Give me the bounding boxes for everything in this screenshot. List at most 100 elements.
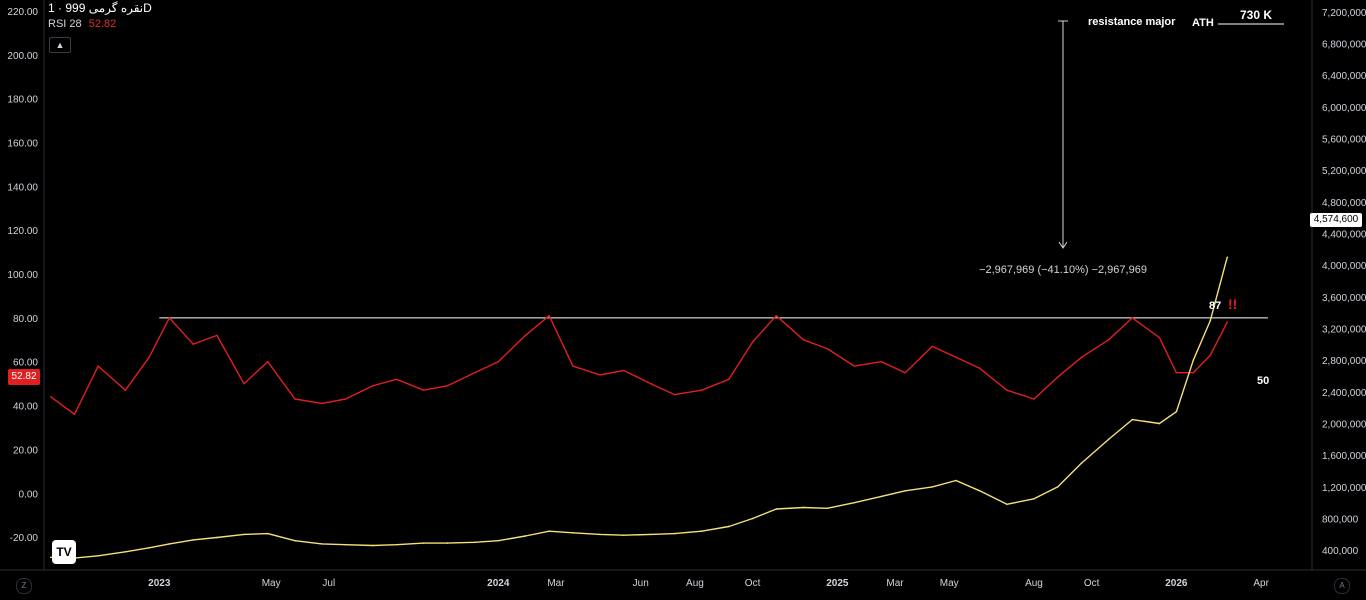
price-point — [775, 508, 778, 510]
right-tick-label: 4,400,000 — [1322, 230, 1366, 241]
price-point — [1175, 410, 1178, 413]
rsi-legend: RSI 28 52.82 — [48, 18, 116, 30]
rsi-point — [1158, 336, 1161, 339]
price-point — [1107, 438, 1110, 441]
price-point — [650, 533, 652, 536]
time-tick-label: 2024 — [487, 578, 510, 589]
price-point — [216, 536, 218, 539]
right-tick-label: 3,200,000 — [1322, 325, 1366, 336]
rsi-point — [124, 389, 127, 392]
rsi-point — [422, 389, 425, 392]
left-tick-label: 200.00 — [7, 51, 38, 62]
price-value-badge: 4,574,600 — [1310, 212, 1362, 227]
time-tick-label: Aug — [1025, 578, 1043, 589]
rsi-point — [599, 374, 601, 376]
left-tick-label: 20.00 — [13, 445, 38, 456]
annotations: −2,967,969 (−41.10%) −2,967,969 resistanc… — [979, 8, 1284, 387]
time-tick-label: Mar — [547, 578, 565, 589]
rsi-point — [473, 371, 476, 374]
left-tick-label: 100.00 — [7, 270, 38, 281]
rsi-point — [1192, 371, 1195, 374]
rsi-value-badge: 52.82 — [8, 369, 40, 386]
symbol-title: نقره گرمی 999 · 1D — [48, 1, 152, 15]
rsi-point — [294, 398, 296, 400]
rsi-point — [321, 402, 323, 405]
price-point — [1226, 256, 1229, 259]
price-point — [1006, 503, 1008, 506]
rsi-point — [1056, 376, 1059, 378]
rsi-point — [826, 347, 828, 350]
right-tick-label: 7,200,000 — [1322, 8, 1366, 19]
rsi-point — [880, 360, 883, 363]
rsi-point — [751, 341, 754, 343]
rsi-point — [192, 343, 194, 345]
right-tick-label: 6,800,000 — [1322, 40, 1366, 51]
right-tick-label: 400,000 — [1322, 546, 1359, 557]
ath-value-label: 730 K — [1240, 8, 1272, 22]
price-point — [826, 507, 828, 510]
collapse-legend-button[interactable]: ▲ — [49, 37, 71, 53]
left-tick-label: 60.00 — [13, 358, 38, 369]
price-point — [978, 490, 981, 492]
left-tick-label: 40.00 — [13, 402, 38, 413]
right-tick-label: 2,400,000 — [1322, 388, 1366, 399]
price-point — [97, 554, 100, 557]
price-point — [1209, 319, 1212, 322]
rsi-point — [524, 334, 527, 337]
rsi-series-line — [50, 315, 1228, 415]
rsi-label: RSI 28 — [48, 18, 82, 30]
price-point — [673, 532, 676, 535]
rsi-point — [1080, 356, 1083, 359]
time-tick-label: Aug — [686, 578, 704, 589]
right-tick-label: 3,600,000 — [1322, 293, 1366, 304]
time-tick-label: Apr — [1253, 578, 1269, 589]
rsi-point — [97, 365, 100, 367]
price-point — [372, 544, 374, 547]
left-axis: 220.00 200.00 180.00 160.00 140.00 120.00 100.… — [7, 0, 45, 570]
price-point — [880, 495, 883, 498]
left-tick-label: 140.00 — [7, 182, 38, 193]
rsi-point — [802, 339, 805, 341]
time-tick-label: 2023 — [148, 578, 171, 589]
price-point — [1131, 418, 1134, 421]
rsi-point — [853, 365, 856, 367]
price-point — [1158, 422, 1161, 425]
plot-area — [49, 256, 1268, 559]
right-tick-label: 5,600,000 — [1322, 135, 1366, 146]
price-point — [266, 532, 269, 535]
rsi-point — [572, 365, 574, 367]
auto-scale-button[interactable]: A — [1334, 578, 1350, 594]
right-tick-label: 2,000,000 — [1322, 420, 1366, 431]
price-point — [802, 506, 805, 509]
time-tick-label: Oct — [1084, 578, 1100, 589]
price-point — [853, 501, 856, 504]
rsi-point — [344, 398, 347, 400]
time-tick-label: 2025 — [826, 578, 849, 589]
rsi-legend-value: 52.82 — [88, 18, 117, 30]
price-point — [321, 543, 323, 545]
zoom-button[interactable]: Z — [16, 578, 32, 594]
right-tick-label: 2,800,000 — [1322, 356, 1366, 367]
rsi-point — [978, 367, 981, 370]
price-point — [728, 525, 730, 528]
price-point — [243, 533, 245, 536]
time-tick-label: Oct — [745, 578, 761, 589]
price-point — [1080, 462, 1083, 464]
price-series-line — [50, 257, 1228, 559]
price-point — [1192, 359, 1195, 362]
rsi-point — [548, 314, 550, 317]
rsi-peak-mark: !! — [1228, 296, 1237, 312]
price-point — [497, 539, 500, 542]
resistance-label: resistance major — [1088, 16, 1176, 28]
right-tick-label: 4,800,000 — [1322, 198, 1366, 209]
time-tick-label: May — [262, 578, 281, 589]
rsi-peak-label: 87 — [1209, 300, 1221, 312]
rsi-point — [49, 396, 52, 398]
rsi-point — [622, 369, 625, 372]
price-point — [700, 530, 703, 533]
rsi-point — [372, 385, 374, 387]
price-point — [572, 531, 574, 534]
left-tick-label: 120.00 — [7, 226, 38, 237]
right-tick-label: 4,000,000 — [1322, 261, 1366, 272]
